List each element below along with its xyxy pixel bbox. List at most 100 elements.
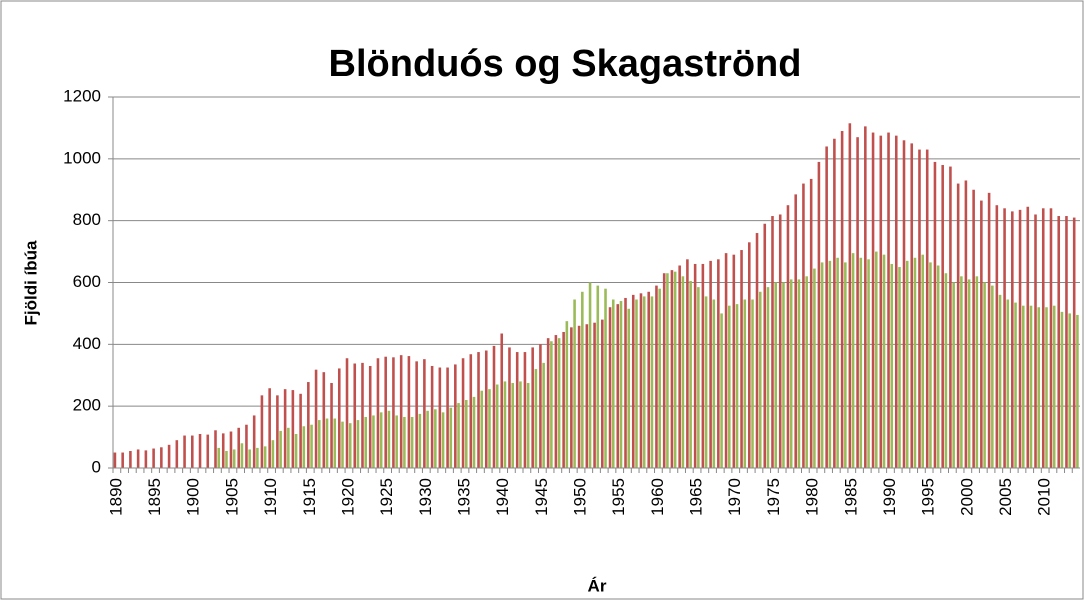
bar: [998, 294, 1002, 468]
bar: [836, 257, 839, 468]
bar: [902, 140, 906, 469]
x-axis-label: Ár: [588, 576, 607, 595]
bar: [720, 313, 723, 468]
bar: [206, 434, 210, 468]
bar: [418, 413, 422, 468]
bar: [113, 452, 117, 468]
x-tick-label: 1995: [919, 478, 938, 516]
bar: [557, 338, 561, 468]
bar: [438, 367, 442, 468]
bar: [457, 403, 460, 468]
x-tick-label: 2005: [996, 478, 1015, 516]
x-tick-label: 1990: [880, 478, 899, 516]
bar: [407, 356, 411, 468]
bar: [936, 265, 940, 468]
bar: [322, 372, 326, 468]
bar: [121, 452, 124, 468]
bar: [709, 260, 712, 468]
bar: [577, 325, 581, 468]
bar: [539, 344, 542, 468]
bar: [581, 291, 584, 468]
bar: [198, 433, 202, 468]
bar: [949, 166, 952, 468]
bar: [1014, 302, 1017, 468]
bar: [879, 135, 883, 469]
bar: [392, 357, 395, 468]
y-tick-label: 400: [73, 334, 101, 353]
bar: [735, 304, 739, 468]
bar: [743, 299, 747, 468]
bar: [268, 388, 271, 468]
bar: [480, 390, 484, 468]
bar: [952, 282, 955, 468]
y-tick-label: 1200: [63, 86, 101, 105]
y-tick-label: 600: [73, 272, 101, 291]
bar: [229, 431, 233, 468]
bar: [384, 356, 387, 468]
x-tick-label: 1905: [222, 478, 241, 516]
x-tick-label: 1950: [571, 478, 590, 516]
bar: [817, 161, 821, 469]
bar: [650, 296, 654, 468]
bar: [562, 331, 565, 468]
bar: [337, 368, 341, 468]
bar: [302, 426, 306, 468]
bar: [488, 389, 491, 468]
bar: [399, 355, 403, 468]
bar: [686, 259, 689, 468]
bar: [724, 253, 728, 468]
bar: [967, 279, 971, 468]
bar: [874, 251, 878, 468]
bar: [794, 194, 797, 468]
x-tick-label: 1965: [687, 478, 706, 516]
bar: [449, 407, 453, 468]
bar: [813, 268, 816, 468]
bar: [526, 382, 530, 468]
bar: [624, 297, 627, 468]
bar: [1065, 216, 1068, 468]
bar: [601, 319, 604, 468]
bar: [655, 285, 658, 468]
bar: [851, 253, 855, 468]
bar: [701, 263, 705, 468]
y-axis-label: Fjöldi íbúa: [21, 240, 40, 326]
bar: [717, 259, 720, 468]
bar: [345, 358, 349, 468]
bar: [840, 131, 844, 468]
x-tick-label: 2010: [1035, 478, 1054, 516]
bar: [469, 354, 473, 468]
bar: [191, 435, 194, 468]
bar: [167, 444, 171, 468]
bar: [415, 361, 418, 468]
bar: [882, 254, 886, 468]
bar: [376, 358, 380, 468]
bar: [503, 381, 507, 468]
bar: [1052, 305, 1056, 468]
x-tick-label: 1975: [764, 478, 783, 516]
bar: [495, 384, 499, 468]
bar: [763, 223, 767, 468]
x-tick-label: 1985: [841, 478, 860, 516]
bar: [461, 358, 465, 468]
bar: [929, 262, 932, 468]
bar: [635, 299, 638, 468]
x-tick-label: 1980: [803, 478, 822, 516]
bar: [647, 291, 651, 468]
bar: [766, 287, 770, 468]
bar: [550, 341, 553, 468]
bar: [256, 447, 259, 468]
bar: [956, 183, 960, 469]
x-tick-label: 1920: [338, 478, 357, 516]
bar: [387, 410, 391, 468]
bar: [995, 205, 999, 469]
bar: [867, 259, 870, 468]
bar: [712, 299, 716, 468]
bar: [500, 333, 504, 468]
x-tick-label: 1945: [532, 478, 551, 516]
bar: [608, 307, 612, 468]
bar: [910, 143, 914, 468]
bar: [588, 282, 592, 468]
bar: [662, 273, 666, 468]
bar: [1006, 299, 1010, 468]
bar: [175, 440, 179, 468]
